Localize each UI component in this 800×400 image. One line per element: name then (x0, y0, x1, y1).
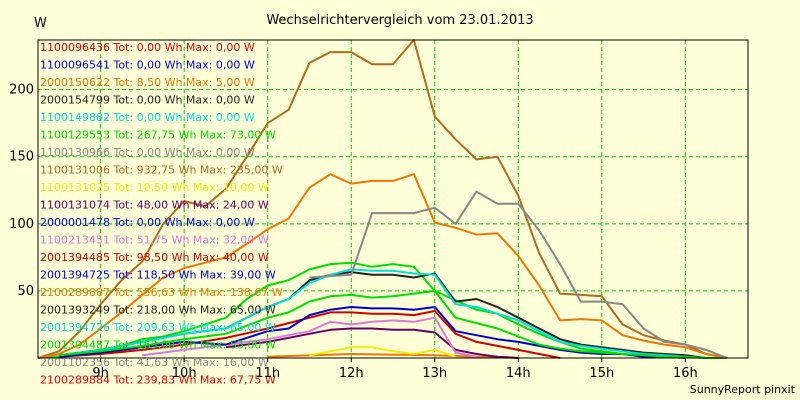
legend-entry: 2001102356 Tot: 41,63 Wh Max: 16,00 W (40, 356, 269, 369)
series-line-13 (58, 310, 561, 359)
plot-frame (37, 39, 749, 359)
legend-entry: 2001394726 Tot: 209,63 Wh Max: 65,00 W (40, 321, 276, 334)
legend-entry: 2001394725 Tot: 118,50 Wh Max: 39,00 W (40, 269, 276, 282)
grid (38, 40, 748, 358)
series-group (37, 39, 728, 359)
series-line-3 (267, 353, 519, 359)
y-tick-label: 100 (9, 217, 34, 232)
legend-entry: 2001394487 Tot: 163,00 Wh Max: 53,00 W (40, 339, 276, 352)
legend-entry: 1100131074 Tot: 48,00 Wh Max: 24,00 W (40, 199, 269, 212)
y-tick-label: 150 (9, 150, 34, 165)
x-tick-label: 11h (255, 366, 280, 381)
legend-entry: 2000001478 Tot: 0,00 Wh Max: 0,00 W (40, 216, 255, 229)
series-line-9 (309, 346, 456, 358)
series-line-15 (37, 173, 728, 359)
series-line-10 (225, 327, 519, 359)
x-tick-label: 16h (673, 366, 698, 381)
y-tick-label: 200 (9, 83, 34, 98)
legend-entry: 2100289884 Tot: 239,83 Wh Max: 67,75 W (40, 374, 276, 387)
legend-entry: 1100149882 Tot: 0,00 Wh Max: 0,00 W (40, 111, 255, 124)
y-tick-label: 50 (17, 284, 34, 299)
y-axis-label: W (34, 16, 47, 31)
series-line-8 (37, 39, 728, 359)
x-tick-label: 13h (422, 366, 447, 381)
x-tick-label: 10h (172, 366, 197, 381)
x-tick-label: 12h (339, 366, 364, 381)
legend-entry: 2100289887 Tot: 556,63 Wh Max: 138,67 W (40, 286, 283, 299)
legend-entry: 2000150622 Tot: 8,50 Wh Max: 5,00 W (40, 76, 255, 89)
x-tick-label: 9h (92, 366, 109, 381)
series-line-19 (309, 190, 728, 359)
legend-entry: 1100131025 Tot: 10,50 Wh Max: 10,00 W (40, 181, 269, 194)
legend-entry: 2000154799 Tot: 0,00 Wh Max: 0,00 W (40, 94, 255, 107)
chart-title: Wechselrichtervergleich vom 23.01.2013 (266, 13, 533, 28)
series-line-18 (58, 289, 707, 359)
series-line-17 (58, 268, 707, 359)
x-tick-label: 15h (589, 366, 614, 381)
legend-entry: 2001394485 Tot: 98,50 Wh Max: 40,00 W (40, 251, 269, 264)
axis-ticks: 50 100 150 200 9h 10h 11h 12h 13h 14h 15h 16h (9, 83, 698, 381)
series-line-14 (58, 306, 686, 359)
x-tick-label: 14h (506, 366, 531, 381)
legend-entry: 1100130966 Tot: 0,00 Wh Max: 0,00 W (40, 146, 255, 159)
legend: 1100096436 Tot: 0,00 Wh Max: 0,00 W 11000… (40, 41, 283, 387)
legend-entry: 1100096436 Tot: 0,00 Wh Max: 0,00 W (40, 41, 255, 54)
legend-entry: 1100213451 Tot: 51,75 Wh Max: 32,00 W (40, 234, 269, 247)
legend-entry: 1100096541 Tot: 0,00 Wh Max: 0,00 W (40, 59, 255, 72)
legend-entry: 2001393249 Tot: 218,00 Wh Max: 65,00 W (40, 304, 276, 317)
footer-credit: SunnyReport pinxit (690, 383, 796, 396)
legend-entry: 1100131006 Tot: 932,75 Wh Max: 235,00 W (40, 164, 283, 177)
legend-entry: 1100129553 Tot: 267,75 Wh Max: 73,00 W (40, 129, 276, 142)
